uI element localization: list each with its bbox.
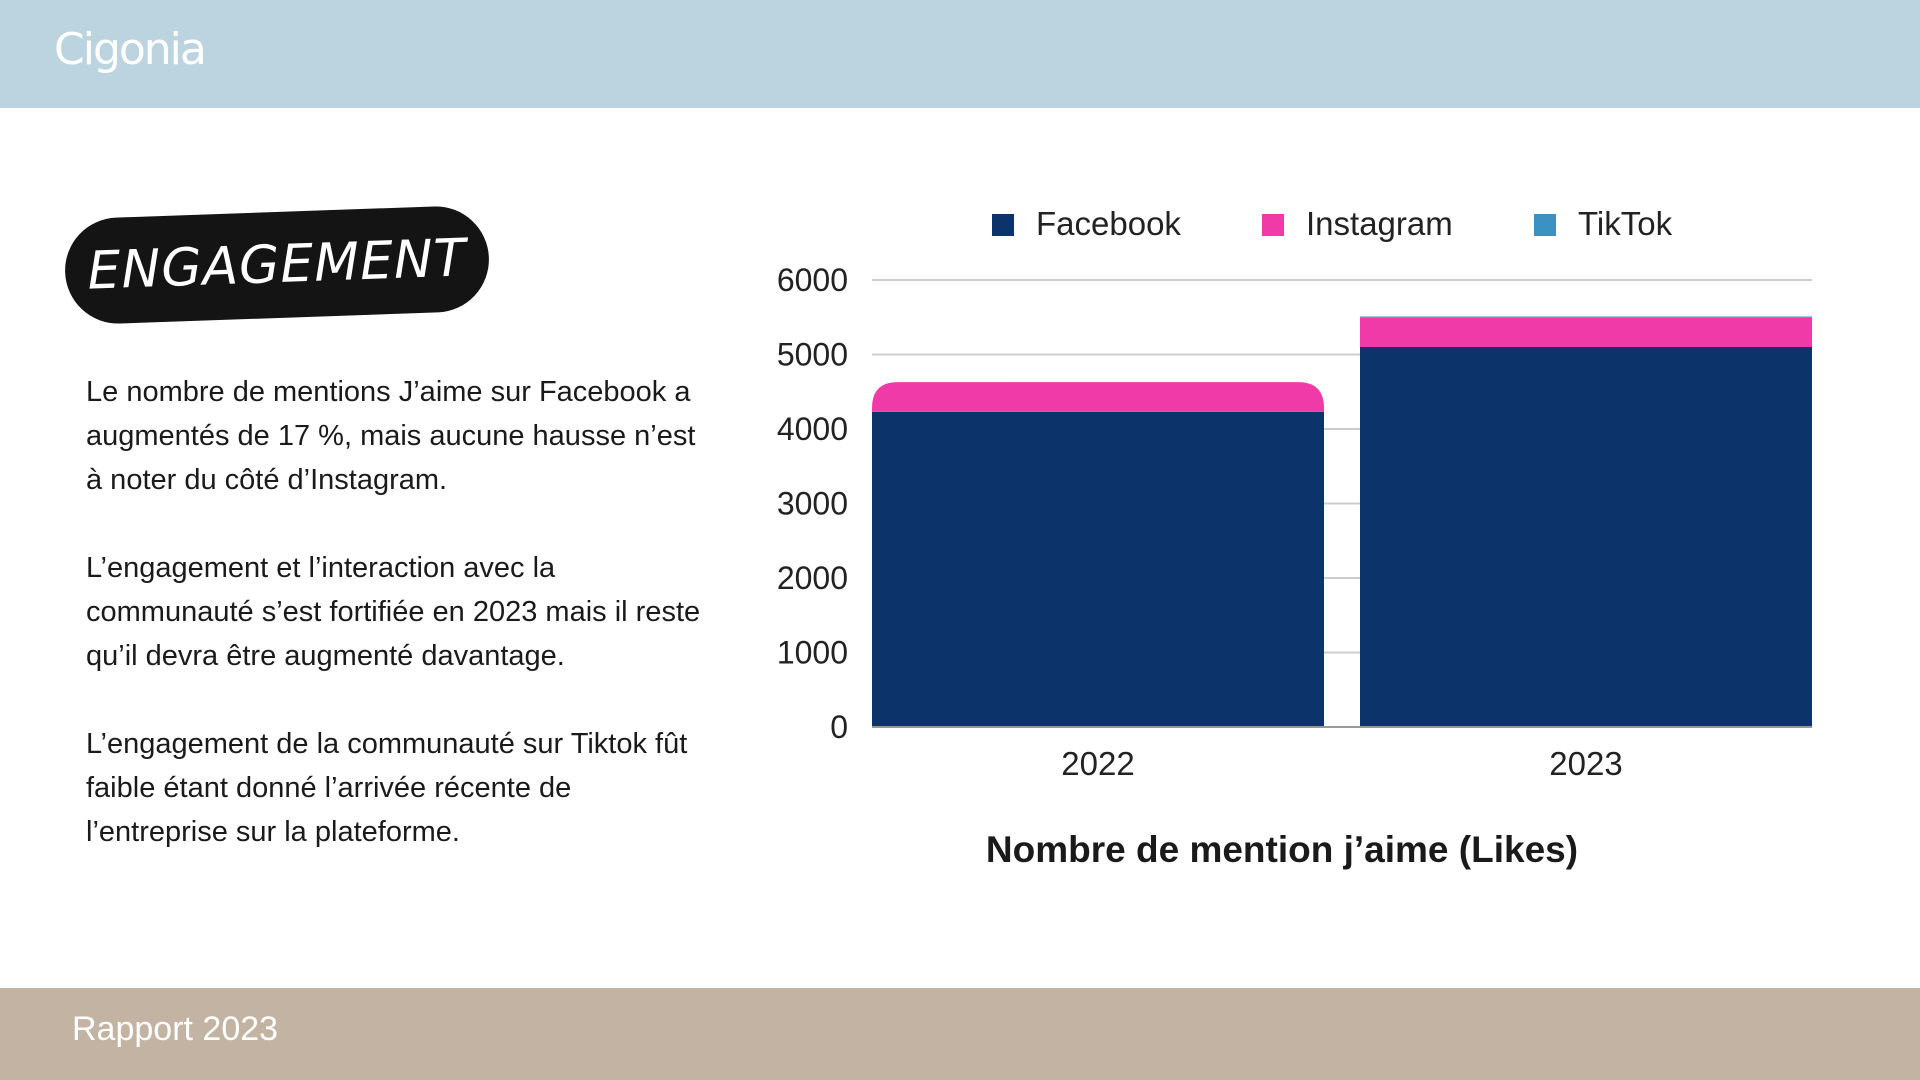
legend-label-tiktok: TikTok bbox=[1578, 205, 1673, 242]
y-tick-label: 2000 bbox=[777, 560, 848, 596]
header-bar: Cigonia bbox=[0, 0, 1920, 108]
bar-instagram-2022 bbox=[872, 382, 1324, 412]
legend-swatch-tiktok bbox=[1534, 214, 1556, 236]
bar-facebook-2023 bbox=[1360, 347, 1812, 727]
chart-bars bbox=[872, 316, 1812, 727]
bar-facebook-2022 bbox=[872, 411, 1324, 727]
footer-bar: Rapport 2023 bbox=[0, 988, 1920, 1080]
section-title: ENGAGEMENT bbox=[86, 228, 468, 302]
chart-title: Nombre de mention j’aime (Likes) bbox=[986, 829, 1578, 870]
y-tick-label: 1000 bbox=[777, 635, 848, 671]
chart-legend: Facebook Instagram TikTok bbox=[992, 205, 1673, 242]
body-text: Le nombre de mentions J’aime sur Faceboo… bbox=[86, 370, 706, 898]
paragraph-engagement: L’engagement et l’interaction avec la co… bbox=[86, 552, 701, 672]
bar-instagram-2023 bbox=[1360, 317, 1812, 348]
brand-logo: Cigonia bbox=[54, 24, 207, 75]
footer-text: Rapport 2023 bbox=[72, 1010, 279, 1048]
section-badge: ENGAGEMENT bbox=[63, 204, 491, 326]
legend-label-instagram: Instagram bbox=[1306, 205, 1453, 242]
bar-tiktok-2023 bbox=[1360, 316, 1812, 318]
legend-swatch-instagram bbox=[1262, 214, 1284, 236]
y-tick-label: 0 bbox=[830, 709, 848, 745]
legend-swatch-facebook bbox=[992, 214, 1014, 236]
chart-axes: 0 1000 2000 3000 4000 5000 6000 2022 2023 bbox=[777, 262, 1812, 782]
x-tick-label: 2023 bbox=[1549, 745, 1622, 782]
y-tick-label: 5000 bbox=[777, 337, 848, 373]
likes-chart: 0 1000 2000 3000 4000 5000 6000 2022 2023 Facebo… bbox=[777, 205, 1812, 870]
y-tick-label: 4000 bbox=[777, 411, 848, 447]
paragraph-tiktok: L’engagement de la communauté sur Tiktok… bbox=[86, 728, 688, 848]
y-tick-label: 6000 bbox=[777, 262, 848, 298]
x-tick-label: 2022 bbox=[1061, 745, 1134, 782]
legend-label-facebook: Facebook bbox=[1036, 205, 1181, 242]
y-tick-label: 3000 bbox=[777, 486, 848, 522]
paragraph-facebook: Le nombre de mentions J’aime sur Faceboo… bbox=[86, 376, 696, 496]
